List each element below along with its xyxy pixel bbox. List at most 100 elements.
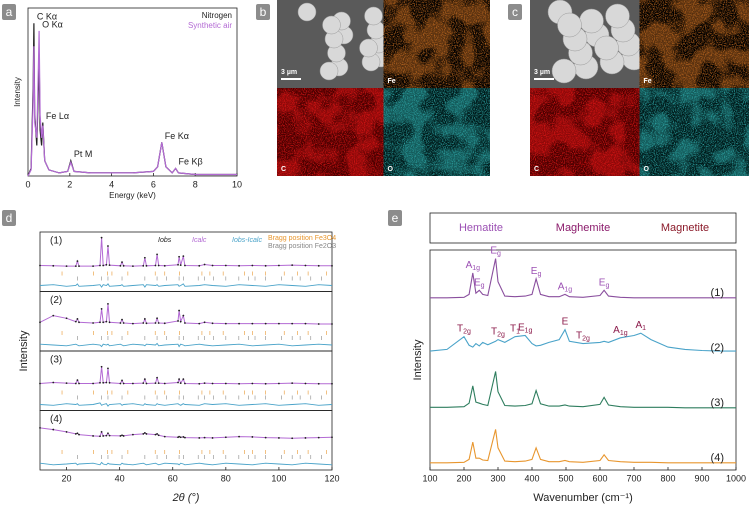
obs-point — [119, 382, 122, 385]
mode-main: A — [558, 281, 565, 292]
diff-line — [39, 461, 333, 466]
mode-main: E — [518, 322, 525, 333]
mode-label: Eg — [599, 277, 610, 289]
obs-point — [52, 314, 55, 317]
panel-label-box — [2, 210, 16, 226]
obs-point — [304, 322, 307, 325]
obs-point — [105, 263, 108, 266]
mode-main: A — [613, 324, 620, 335]
mode-label: Eg — [490, 245, 501, 257]
obs-point — [177, 381, 179, 384]
mode-main: A — [636, 320, 643, 331]
legend-entry: Bragg position Fe3O4 — [268, 235, 336, 242]
obs-point — [142, 264, 145, 267]
mode-sub: 1g — [564, 286, 572, 293]
obs-point — [154, 322, 157, 324]
obs-point — [145, 382, 148, 385]
obs-point — [107, 432, 109, 435]
mode-sub: 1 — [516, 329, 520, 336]
mode-label: E — [562, 316, 569, 327]
obs-point — [157, 264, 160, 267]
obs-point — [182, 314, 185, 317]
scale-bar — [281, 78, 301, 80]
particle — [594, 35, 619, 61]
obs-point — [122, 264, 125, 267]
obs-point — [39, 382, 41, 385]
x-tick-label: 400 — [524, 473, 539, 483]
mode-sub: g — [605, 282, 609, 289]
obs-point — [156, 317, 158, 320]
obs-point — [177, 320, 179, 322]
obs-point — [100, 431, 103, 433]
scale-bar — [534, 78, 554, 80]
obs-point — [154, 433, 157, 436]
mode-label: E1g — [518, 322, 533, 334]
obs-point — [92, 322, 94, 324]
obs-point — [119, 322, 122, 324]
obs-point — [121, 318, 123, 321]
obs-point — [264, 264, 267, 267]
channel-label: O — [644, 166, 650, 173]
obs-point — [203, 382, 206, 385]
trace-label: (4) — [711, 452, 724, 464]
obs-point — [76, 318, 79, 320]
obs-point — [184, 264, 186, 267]
scale-bar-label: 3 µm — [281, 69, 297, 76]
legend-entry: Icalc — [192, 237, 207, 244]
obs-point — [78, 265, 80, 268]
obs-point — [99, 321, 101, 324]
obs-point — [291, 382, 294, 385]
x-tick-label: 200 — [456, 473, 471, 483]
spectrum-line — [27, 30, 237, 177]
x-tick-label: 2 — [67, 179, 72, 189]
x-axis-label: Wavenumber (cm⁻¹) — [533, 492, 633, 504]
x-tick-label: 8 — [193, 179, 198, 189]
mode-main: A — [466, 260, 473, 271]
mode-sub: g — [537, 271, 541, 278]
x-tick-label: 100 — [422, 473, 437, 483]
obs-point — [143, 378, 146, 381]
particle — [359, 38, 378, 58]
obs-point — [157, 322, 160, 324]
x-tick-label: 0 — [25, 179, 30, 189]
x-tick-label: 100 — [271, 473, 286, 483]
obs-point — [157, 382, 160, 385]
mode-sub: 2g — [497, 331, 505, 338]
particle — [364, 6, 383, 26]
x-tick-label: 500 — [558, 473, 573, 483]
phase-label: Magnetite — [661, 222, 709, 234]
obs-point — [65, 431, 68, 433]
mode-label: A1g — [558, 281, 573, 293]
panel-label: d — [6, 211, 13, 225]
mode-main: E — [599, 277, 606, 288]
obs-point — [100, 308, 103, 310]
obs-point — [92, 265, 94, 268]
subplot-frame — [39, 291, 333, 352]
obs-point — [211, 437, 214, 439]
calc-line — [39, 303, 332, 325]
obs-point — [184, 436, 186, 439]
obs-point — [179, 320, 182, 323]
obs-point — [198, 264, 201, 267]
obs-point — [100, 365, 103, 368]
subplot-frame — [39, 410, 333, 471]
obs-point — [99, 435, 101, 438]
mode-main: E — [474, 277, 481, 288]
obs-point — [291, 437, 294, 440]
particle — [551, 58, 577, 84]
diff-line — [39, 402, 333, 407]
obs-point — [178, 309, 180, 312]
x-tick-label: 800 — [660, 473, 675, 483]
obs-point — [184, 322, 186, 324]
raman-line — [430, 429, 736, 464]
peak-label: O Kα — [42, 19, 63, 29]
obs-point — [238, 322, 240, 325]
mode-label: Eg — [531, 265, 542, 277]
obs-point — [119, 435, 122, 437]
obs-point — [178, 435, 180, 438]
mode-label: T2g — [491, 326, 505, 338]
obs-point — [102, 321, 105, 324]
obs-point — [74, 382, 77, 385]
panel-label: a — [6, 5, 13, 19]
